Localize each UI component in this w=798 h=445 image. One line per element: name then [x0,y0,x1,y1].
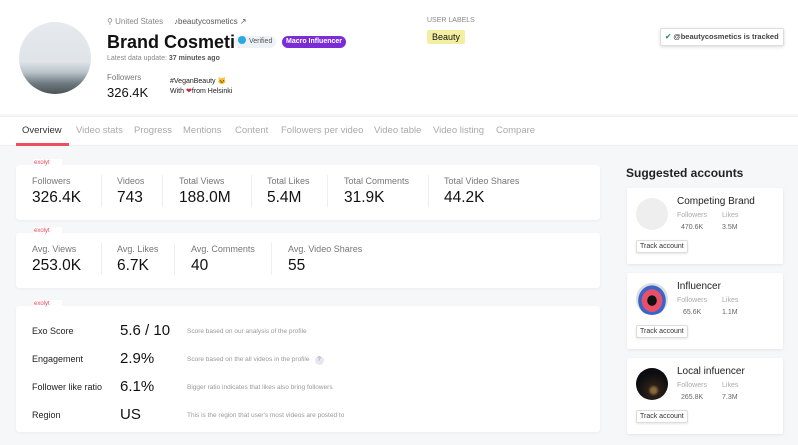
tab-progress[interactable]: Progress [134,125,173,136]
active-tab-indicator [16,143,69,146]
followers-value: 470.6K [681,224,704,231]
divider [251,175,252,207]
likes-label: Likes [722,212,739,219]
last-update: Latest data update: 37 minutes ago [107,55,220,62]
region-value: US [120,406,141,423]
divider [271,243,272,275]
stat-total-likes: Total Likes 5.4M [267,176,310,206]
stat-total-shares: Total Video Shares 44.2K [444,176,520,206]
follower-like-ratio-description: Bigger ratio indicates that likes also b… [187,384,333,391]
divider [101,243,102,275]
followers-label: Followers [677,382,707,389]
divider [101,175,102,207]
help-icon[interactable]: ? [314,356,324,365]
followers-value: 326.4K [107,85,149,100]
score-description: Score based on our analysis of the profi… [187,328,307,335]
likes-value: 7.3M [722,394,738,401]
totals-card: exolyt Followers 326.4K Videos 743 Total V… [16,159,600,220]
tab-bar: Overview Video stats Progress Mentions C… [0,116,798,146]
track-account-button[interactable]: Track account [636,410,688,423]
stat-avg-views: Avg. Views 253.0K [32,244,82,274]
suggested-account-card: Competing Brand Followers Likes 470.6K 3… [627,188,783,264]
region-description: This is the region that user's most vide… [187,412,345,419]
likes-value: 3.5M [722,224,738,231]
avatar [19,22,91,94]
account-name[interactable]: Influencer [677,281,721,292]
tiktok-icon: ♪ [174,17,178,26]
scores-card: exolyt Exo Score 5.6 / 10 Score based on… [16,300,600,432]
suggested-account-card: Influencer Followers Likes 65.6K 1.1M Tr… [627,273,783,349]
divider [428,175,429,207]
tab-overview[interactable]: Overview [22,125,62,136]
profile-header: ⚲ United States ♪beautycosmetics ↗ Brand… [0,0,798,114]
user-labels-title: USER LABELS [427,17,475,24]
suggested-account-card: Local infuencer Followers Likes 265.8K 7… [627,358,783,434]
suggested-accounts-title: Suggested accounts [626,166,744,180]
bio: #VeganBeauty 🐱 With ❤from Helsinki [170,78,233,95]
avatar [636,368,668,400]
stat-avg-likes: Avg. Likes 6.7K [117,244,159,274]
followers-label: Followers [677,297,707,304]
location-pin-icon: ⚲ [107,17,113,26]
stat-total-views: Total Views 188.0M [179,176,231,206]
followers-value: 265.8K [681,394,704,401]
account-name[interactable]: Competing Brand [677,196,755,207]
exolyt-logo: exolyt [34,159,62,167]
score-value: 5.6 / 10 [120,322,171,339]
divider [327,175,328,207]
region-label: Region [32,410,61,420]
tier-badge: Macro Influencer [282,36,347,48]
followers-label: Followers [677,212,707,219]
stat-total-comments: Total Comments 31.9K [344,176,410,206]
follower-like-ratio-label: Follower like ratio [32,382,103,392]
follower-like-ratio-value: 6.1% [120,378,155,395]
profile-name: Brand Cosmetics [107,32,256,52]
avatar [636,198,668,230]
tab-compare[interactable]: Compare [496,125,536,136]
tab-video-stats[interactable]: Video stats [76,125,123,136]
exolyt-logo: exolyt [34,300,62,308]
verified-badge: Verified [234,36,277,48]
likes-label: Likes [722,297,739,304]
averages-card: exolyt Avg. Views 253.0K Avg. Likes 6.7K A… [16,227,600,288]
stat-followers: Followers 326.4K [32,176,82,206]
location: ⚲ United States [107,17,164,26]
likes-value: 1.1M [722,309,738,316]
tab-mentions[interactable]: Mentions [183,125,222,136]
tab-video-listing[interactable]: Video listing [433,125,485,136]
likes-label: Likes [722,382,739,389]
score-label: Exo Score [32,326,74,336]
engagement-description: Score based on the all videos in the pro… [187,356,324,365]
engagement-label: Engagement [32,354,84,364]
tab-followers-per-video[interactable]: Followers per video [281,125,364,136]
avatar [636,283,668,315]
divider [162,175,163,207]
track-account-button[interactable]: Track account [636,240,688,253]
tiktok-link[interactable]: ♪beautycosmetics ↗ [174,17,247,26]
tracked-status: ✔ @beautycosmetics is tracked [660,28,784,46]
followers-value: 65.6K [683,309,702,316]
stat-avg-comments: Avg. Comments 40 [191,244,255,274]
track-account-button[interactable]: Track account [636,325,688,338]
engagement-value: 2.9% [120,350,155,367]
exolyt-logo: exolyt [34,227,62,235]
followers-label: Followers [107,73,142,82]
stat-videos: Videos 743 [117,176,145,206]
check-badge-icon [238,36,246,44]
account-name[interactable]: Local infuencer [677,366,745,377]
check-icon: ✔ [665,32,672,41]
tab-video-table[interactable]: Video table [374,125,422,136]
external-link-icon: ↗ [239,17,247,26]
user-label[interactable]: Beauty [427,30,466,44]
heart-icon: ❤ [185,88,192,95]
stat-avg-shares: Avg. Video Shares 55 [288,244,363,274]
divider [174,243,175,275]
tab-content[interactable]: Content [235,125,269,136]
